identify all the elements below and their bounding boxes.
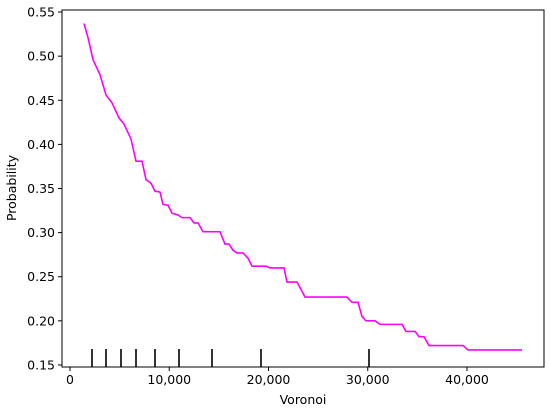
y-tick-label: 0.40 bbox=[27, 137, 55, 152]
y-tick-label: 0.50 bbox=[27, 49, 55, 64]
x-axis-label: Voronoi bbox=[280, 392, 327, 407]
y-tick-label: 0.30 bbox=[27, 225, 55, 240]
x-tick-label: 30,000 bbox=[346, 372, 390, 387]
y-tick-label: 0.15 bbox=[27, 357, 55, 372]
x-tick-label: 0 bbox=[66, 372, 74, 387]
x-tick-label: 10,000 bbox=[147, 372, 191, 387]
x-tick-label: 20,000 bbox=[247, 372, 291, 387]
plot-frame bbox=[61, 9, 545, 368]
y-tick-label: 0.25 bbox=[27, 269, 55, 284]
y-axis-label: Probability bbox=[4, 154, 19, 221]
x-tick-label: 40,000 bbox=[445, 372, 489, 387]
y-tick-label: 0.55 bbox=[27, 5, 55, 20]
line bbox=[83, 23, 523, 351]
y-tick-label: 0.35 bbox=[27, 181, 55, 196]
y-tick-label: 0.45 bbox=[27, 93, 55, 108]
y-tick-label: 0.20 bbox=[27, 313, 55, 328]
